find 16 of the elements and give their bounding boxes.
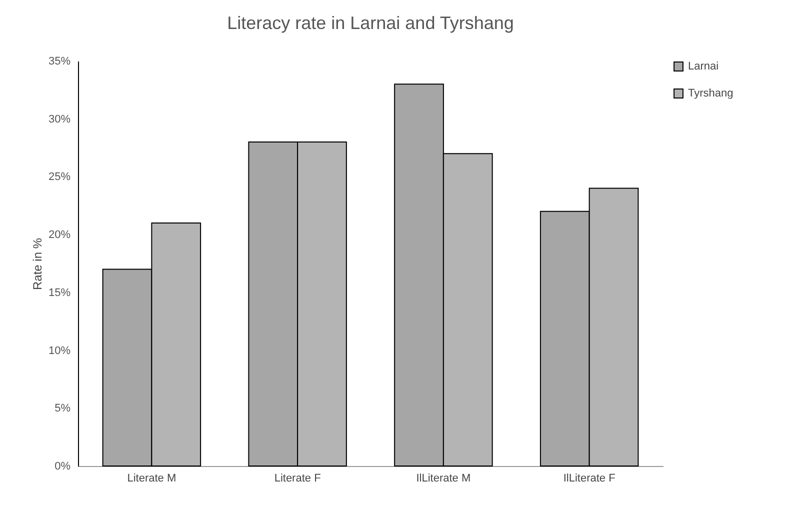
legend-label: Tyrshang bbox=[688, 88, 734, 100]
y-tick-label: 5% bbox=[54, 402, 71, 415]
y-tick-label: 15% bbox=[48, 286, 71, 299]
y-tick-label: 20% bbox=[48, 229, 71, 242]
y-axis-title: Rate in % bbox=[30, 238, 44, 290]
x-tick-label: Literate M bbox=[127, 472, 176, 484]
y-tick-label: 0% bbox=[54, 460, 71, 472]
x-tick-label: Literate F bbox=[274, 472, 322, 484]
y-tick-label: 25% bbox=[48, 171, 71, 184]
x-tick-label: IlLiterate M bbox=[416, 472, 471, 484]
y-tick-label: 30% bbox=[48, 113, 71, 126]
legend-label: Larnai bbox=[688, 60, 719, 72]
x-tick-label: IlLiterate F bbox=[563, 472, 616, 484]
chart-title: Literacy rate in Larnai and Tyrshang bbox=[227, 13, 514, 33]
y-tick-label: 10% bbox=[48, 344, 71, 357]
y-tick-label: 35% bbox=[48, 56, 71, 68]
